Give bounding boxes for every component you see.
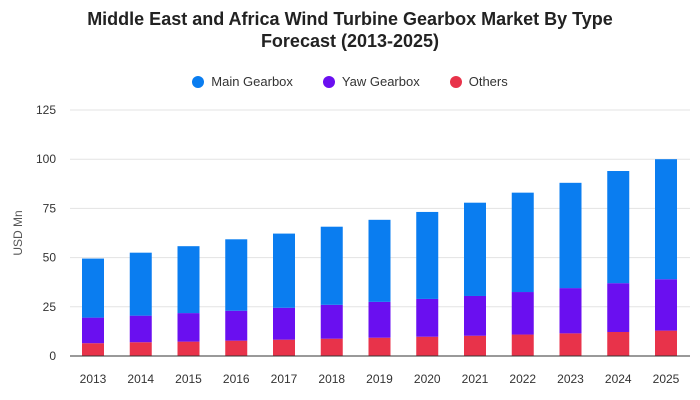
- y-tick-label: 125: [36, 103, 56, 117]
- legend-label: Yaw Gearbox: [341, 74, 420, 89]
- bar-main-gearbox-2017: [273, 233, 295, 308]
- legend-swatch: [322, 75, 335, 88]
- legend-swatch: [449, 75, 462, 88]
- bar-yaw-gearbox-2017: [273, 307, 295, 340]
- bar-others-2017: [273, 339, 295, 356]
- y-tick-label: 0: [49, 349, 56, 363]
- bar-yaw-gearbox-2016: [225, 310, 248, 341]
- x-tick-label: 2018: [318, 372, 345, 386]
- chart-title-line-1: Middle East and Africa Wind Turbine Gear…: [87, 9, 613, 29]
- chart-title: Middle East and Africa Wind Turbine Gear…: [0, 8, 700, 52]
- y-axis-label: USD Mn: [11, 210, 25, 255]
- bar-main-gearbox-2025: [655, 159, 677, 280]
- legend-label: Main Gearbox: [211, 74, 293, 89]
- bar-main-gearbox-2015: [177, 246, 200, 314]
- bar-others-2014: [129, 342, 152, 356]
- bar-main-gearbox-2023: [559, 182, 582, 289]
- bar-main-gearbox-2022: [511, 192, 534, 293]
- y-tick-label: 100: [36, 152, 56, 166]
- bar-others-2025: [655, 330, 677, 356]
- legend-label: Others: [468, 74, 508, 89]
- x-tick-label: 2023: [557, 372, 584, 386]
- bars: [82, 159, 677, 356]
- bar-others-2022: [511, 334, 534, 356]
- bar-yaw-gearbox-2019: [368, 301, 391, 338]
- x-tick-label: 2021: [462, 372, 489, 386]
- bar-others-2023: [559, 333, 582, 356]
- legend-item-others[interactable]: Others: [449, 74, 508, 89]
- bar-yaw-gearbox-2018: [320, 304, 343, 339]
- y-tick-label: 75: [43, 201, 57, 215]
- bar-main-gearbox-2021: [464, 202, 486, 296]
- bar-main-gearbox-2020: [416, 211, 439, 299]
- bar-yaw-gearbox-2022: [511, 292, 534, 335]
- chart-legend: Main Gearbox Yaw Gearbox Others: [0, 74, 700, 89]
- bar-main-gearbox-2013: [82, 258, 104, 318]
- bar-main-gearbox-2014: [129, 252, 152, 316]
- x-tick-label: 2016: [223, 372, 250, 386]
- bar-yaw-gearbox-2020: [416, 298, 439, 337]
- bar-main-gearbox-2016: [225, 239, 248, 311]
- bar-yaw-gearbox-2025: [655, 279, 677, 331]
- legend-item-yaw-gearbox[interactable]: Yaw Gearbox: [322, 74, 420, 89]
- bar-others-2013: [82, 343, 104, 356]
- x-tick-label: 2017: [271, 372, 298, 386]
- chart-title-line-2: Forecast (2013-2025): [260, 31, 440, 51]
- y-tick-label: 25: [43, 300, 57, 314]
- bar-others-2021: [464, 335, 486, 356]
- bar-yaw-gearbox-2023: [559, 288, 582, 334]
- x-tick-label: 2019: [366, 372, 393, 386]
- x-tick-label: 2013: [80, 372, 107, 386]
- bar-others-2016: [225, 340, 248, 356]
- bar-yaw-gearbox-2013: [82, 317, 104, 344]
- bar-others-2019: [368, 337, 391, 356]
- bar-main-gearbox-2019: [368, 219, 391, 302]
- y-tick-label: 50: [43, 251, 57, 265]
- bar-yaw-gearbox-2014: [129, 315, 152, 343]
- x-tick-label: 2020: [414, 372, 441, 386]
- bar-yaw-gearbox-2021: [464, 295, 486, 336]
- axes: 0 25 50 75 100 125 USD Mn 2013 2014 2015 2016 2017 2…: [11, 103, 690, 386]
- legend-item-main-gearbox[interactable]: Main Gearbox: [192, 74, 293, 89]
- x-tick-label: 2014: [127, 372, 154, 386]
- bar-others-2020: [416, 336, 439, 356]
- bar-main-gearbox-2018: [320, 226, 343, 305]
- x-tick-label: 2015: [175, 372, 202, 386]
- bar-others-2015: [177, 341, 200, 356]
- x-tick-label: 2022: [509, 372, 536, 386]
- x-tick-label: 2025: [653, 372, 680, 386]
- bar-others-2018: [320, 338, 343, 356]
- bar-main-gearbox-2024: [607, 171, 630, 284]
- legend-swatch: [192, 75, 205, 88]
- bar-yaw-gearbox-2024: [607, 283, 630, 332]
- x-tick-label: 2024: [605, 372, 632, 386]
- bar-yaw-gearbox-2015: [177, 313, 200, 342]
- bar-others-2024: [607, 331, 630, 356]
